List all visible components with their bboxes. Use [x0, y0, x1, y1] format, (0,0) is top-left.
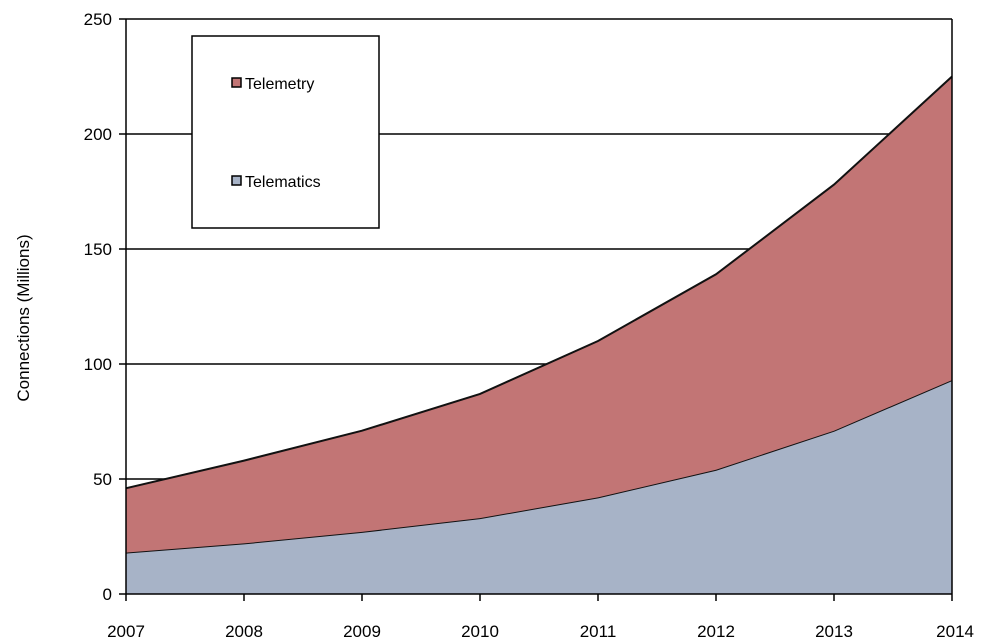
area-outline-telemetry — [125, 75, 953, 490]
y-tick-labels: 0 50 100 150 200 250 — [84, 10, 112, 604]
axes — [119, 18, 953, 601]
x-tick-label: 2011 — [580, 622, 617, 641]
area-telemetry — [126, 76, 952, 553]
x-tick-label: 2010 — [461, 622, 499, 641]
x-tick-label: 2008 — [225, 622, 263, 641]
legend-swatch-telematics — [231, 175, 242, 186]
y-tick-label: 250 — [84, 10, 112, 29]
y-tick-label: 100 — [84, 355, 112, 374]
x-tick-label: 2012 — [697, 622, 735, 641]
area-series — [125, 75, 953, 594]
y-tick-label: 150 — [84, 240, 112, 259]
legend-label-telemetry: Telemetry — [245, 76, 314, 93]
legend-swatch-telemetry — [231, 77, 242, 88]
y-tick-label: 50 — [93, 470, 112, 489]
y-tick-label: 200 — [84, 125, 112, 144]
x-tick-label: 2014 — [936, 622, 974, 641]
x-tick-label: 2013 — [815, 622, 853, 641]
y-tick-label: 0 — [103, 585, 112, 604]
legend: Telemetry Telematics — [191, 35, 380, 229]
area-telematics — [126, 380, 952, 594]
y-axis-title: Connections (Millions) — [14, 234, 33, 401]
x-tick-label: 2009 — [343, 622, 381, 641]
legend-items: Telemetry Telematics — [231, 76, 321, 191]
legend-label-telematics: Telematics — [245, 174, 321, 191]
legend-box — [191, 35, 380, 229]
x-tick-labels: 2007 2008 2009 2010 2011 2012 2013 2014 — [107, 622, 974, 641]
x-tick-label: 2007 — [107, 622, 145, 641]
